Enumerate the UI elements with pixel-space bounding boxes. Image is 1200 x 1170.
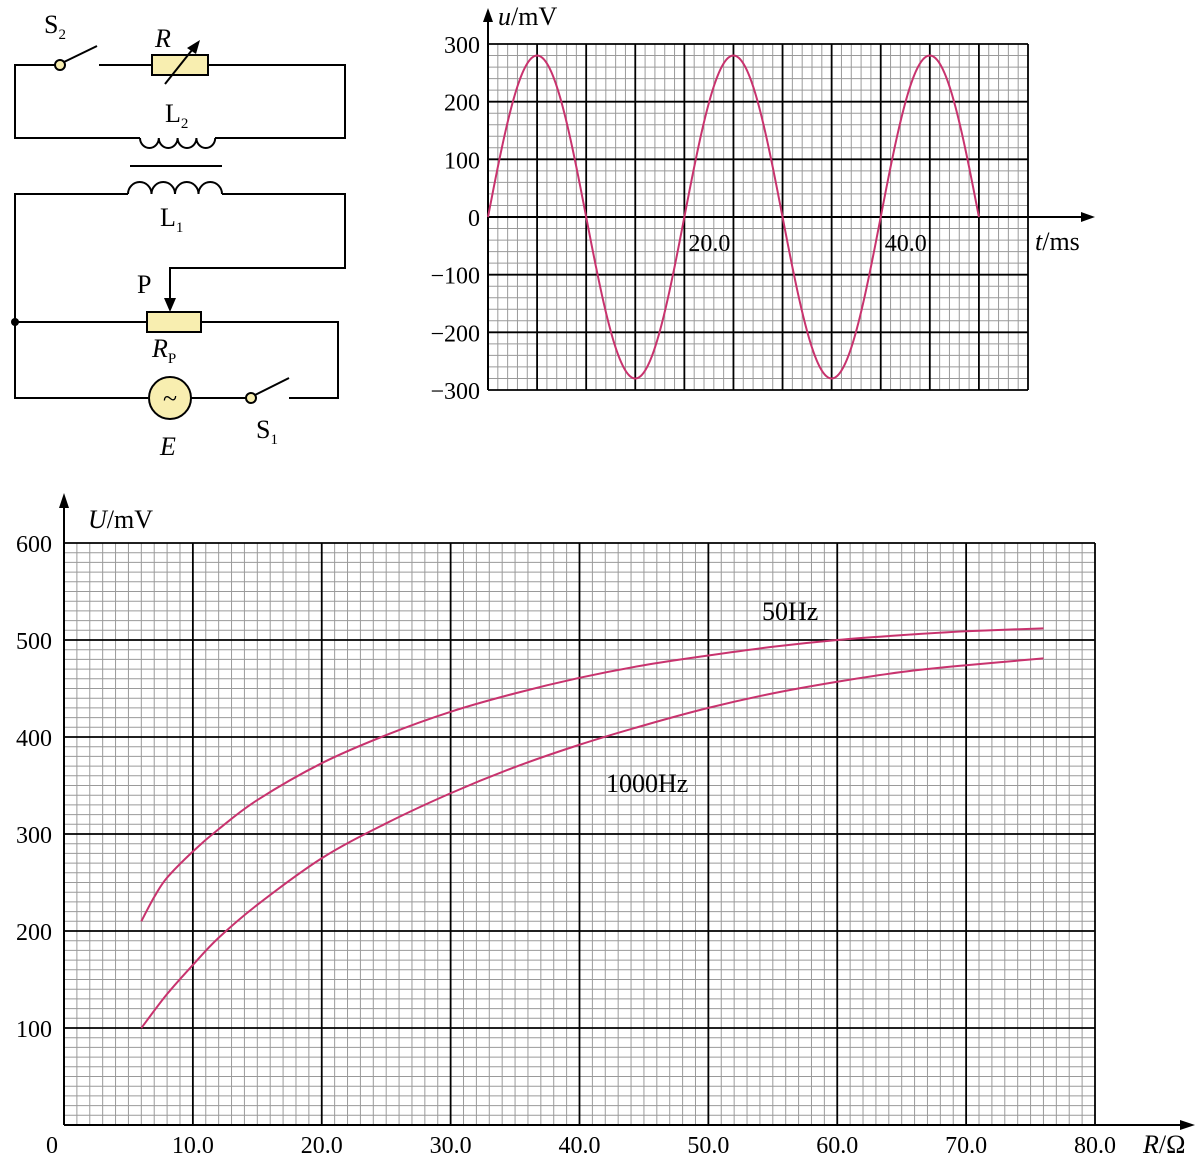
x-tick-label: 30.0 xyxy=(430,1133,472,1159)
rheostat-arrow-shaft xyxy=(164,44,197,85)
y-tick-labels: 300 200 100 0 −100 −200 −300 xyxy=(430,33,480,405)
label-r: R xyxy=(154,24,171,53)
label-p: P xyxy=(137,270,151,299)
x-tick-label: 60.0 xyxy=(816,1133,858,1159)
voltage-resistance-chart: 600 500 400 300 200 100 0 10.0 20.0 30.0 40.0 50.0… xyxy=(16,493,1195,1159)
rheostat-arrow-head xyxy=(187,40,200,54)
y-tick-label: 0 xyxy=(468,206,480,232)
switch-1-blade xyxy=(254,377,290,396)
y-axis-label: u/mV xyxy=(498,2,557,31)
coil-l2 xyxy=(139,137,217,149)
x-axis-label: t/ms xyxy=(1035,227,1080,256)
label-l1: L1 xyxy=(160,203,183,236)
wire xyxy=(201,321,339,399)
series-label-1000hz: 1000Hz xyxy=(606,769,688,798)
junction-dot xyxy=(11,318,19,326)
x-tick-label: 10.0 xyxy=(172,1133,214,1159)
y-tick-labels: 600 500 400 300 200 100 xyxy=(16,532,52,1043)
y-tick-label: 300 xyxy=(16,823,52,849)
y-tick-label: 200 xyxy=(444,91,480,117)
x-tick-label: 80.0 xyxy=(1074,1133,1116,1159)
y-tick-label: 600 xyxy=(16,532,52,558)
label-rp: RP xyxy=(151,334,176,367)
secondary-loop xyxy=(14,40,346,149)
x-axis-label: R/Ω xyxy=(1142,1130,1185,1159)
y-tick-label: 400 xyxy=(16,726,52,752)
wire xyxy=(208,64,346,139)
label-s1: S1 xyxy=(256,415,278,448)
x-tick-label: 40.0 xyxy=(885,231,927,257)
x-tick-label: 0 xyxy=(46,1133,58,1159)
label-e: E xyxy=(159,432,176,461)
x-axis-arrow xyxy=(1081,212,1095,222)
x-tick-labels: 20.0 40.0 xyxy=(688,231,926,257)
label-l2: L2 xyxy=(165,99,188,132)
circuit-diagram: ~ S2 R L2 L1 P RP E S1 xyxy=(11,10,346,461)
label-s2: S2 xyxy=(44,10,66,43)
x-tick-label: 20.0 xyxy=(688,231,730,257)
y-axis-label: U/mV xyxy=(88,505,153,534)
switch-terminal xyxy=(54,59,66,71)
y-tick-label: 300 xyxy=(444,33,480,59)
waveform-chart: 300 200 100 0 −100 −200 −300 20.0 40.0 u/mV t/m… xyxy=(430,2,1095,405)
ac-source-symbol: ~ xyxy=(163,384,177,413)
y-tick-label: −100 xyxy=(430,264,480,290)
wire xyxy=(14,64,140,139)
slider-p-arrow xyxy=(164,298,176,312)
y-tick-label: 500 xyxy=(16,629,52,655)
y-tick-label: −300 xyxy=(430,379,480,405)
y-axis-arrow xyxy=(59,493,69,508)
potentiometer-rp xyxy=(146,311,202,333)
y-tick-label: 200 xyxy=(16,920,52,946)
x-tick-label: 50.0 xyxy=(687,1133,729,1159)
x-tick-label: 70.0 xyxy=(945,1133,987,1159)
axes xyxy=(59,493,1195,1130)
series-line-1000hz xyxy=(140,657,1044,1029)
series-label-50hz: 50Hz xyxy=(762,597,818,626)
y-tick-label: 100 xyxy=(444,148,480,174)
x-tick-label: 20.0 xyxy=(301,1133,343,1159)
switch-2-blade xyxy=(63,45,98,63)
series-line-sine xyxy=(487,54,980,380)
x-tick-label: 40.0 xyxy=(559,1133,601,1159)
y-tick-label: 100 xyxy=(16,1017,52,1043)
wire xyxy=(14,193,148,399)
primary-loop: ~ xyxy=(11,181,346,420)
coil-l1 xyxy=(127,181,223,195)
y-tick-label: −200 xyxy=(430,321,480,347)
x-axis-arrow xyxy=(1180,1120,1195,1130)
switch-terminal xyxy=(245,392,257,404)
series-line-50hz xyxy=(140,627,1044,922)
wire xyxy=(169,193,346,300)
x-tick-labels: 0 10.0 20.0 30.0 40.0 50.0 60.0 70.0 80.0 xyxy=(46,1133,1116,1159)
axes xyxy=(483,8,1095,390)
y-axis-arrow xyxy=(483,8,493,22)
